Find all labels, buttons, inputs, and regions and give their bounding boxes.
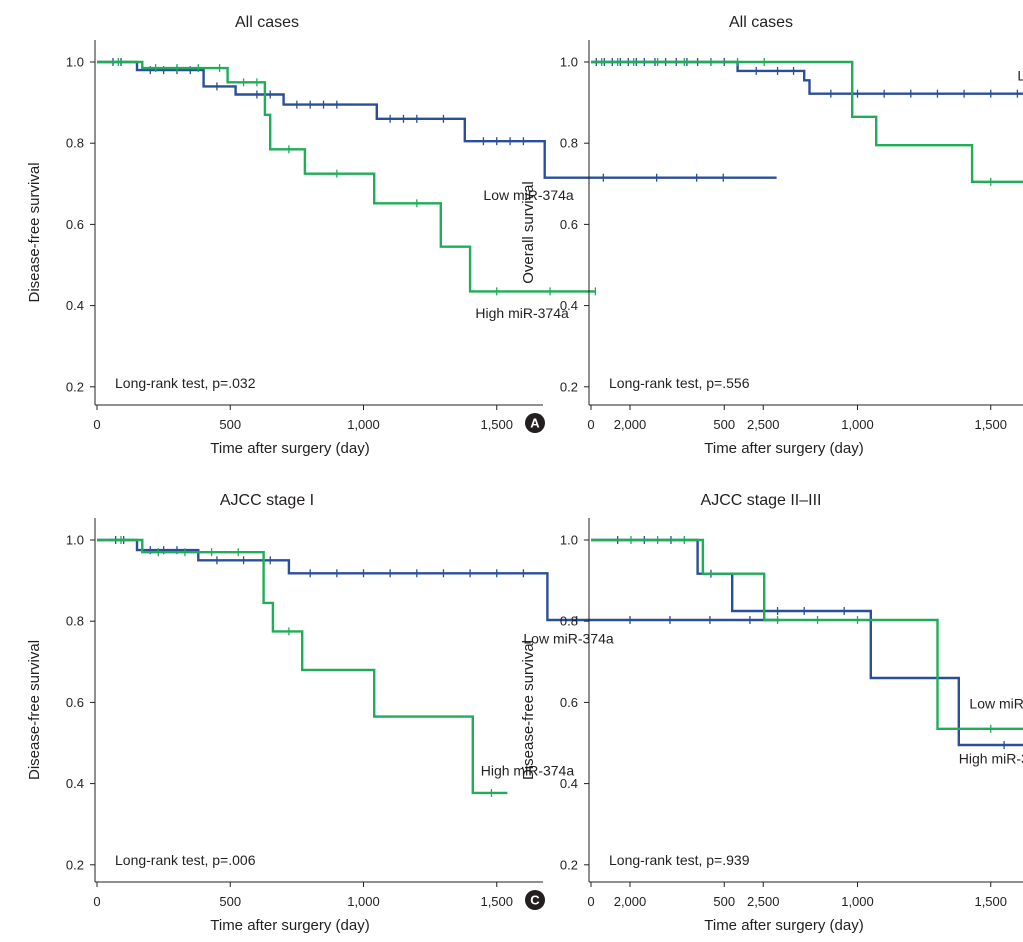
panel-b: All cases 0.2 0.4 0.6 0.8 1.0 0 500 1,000 1,500 2,…: [520, 14, 1023, 457]
x-tick-label: 0: [93, 417, 100, 432]
x-axis-title: Time after surgery (day): [210, 440, 370, 457]
y-tick-label: 0.4: [66, 776, 84, 791]
y-tick-label: 0.6: [66, 217, 84, 232]
x-tick-label: 0: [587, 894, 594, 909]
y-axis-title: Disease-free survival: [26, 162, 43, 302]
y-tick-label: 0.2: [66, 379, 84, 394]
x-axis-title: Time after surgery (day): [704, 440, 864, 457]
chart-title: AJCC stage II–III: [701, 492, 822, 509]
curve-label-high: High miR-374a: [959, 750, 1023, 766]
panel-badge: [525, 413, 545, 433]
panel-a: All cases 0.2 0.4 0.6 0.8 1.0 0 500 1,000 1,500 2,…: [26, 14, 780, 457]
logrank-annotation: Long-rank test, p=.556: [609, 375, 750, 391]
y-tick-label: 0.8: [66, 614, 84, 629]
x-tick-label: 1,500: [480, 894, 513, 909]
logrank-annotation: Long-rank test, p=.032: [115, 375, 256, 391]
chart-title: All cases: [235, 14, 299, 31]
y-tick-label: 1.0: [66, 533, 84, 548]
y-tick-label: 1.0: [560, 55, 578, 70]
x-tick-label: 1,500: [480, 417, 513, 432]
x-tick-label: 1,000: [841, 894, 874, 909]
curve-label-low: Low miR-374a: [969, 695, 1023, 711]
x-tick-label: 0: [587, 417, 594, 432]
x-tick-label: 500: [219, 894, 241, 909]
logrank-annotation: Long-rank test, p=.006: [115, 852, 256, 868]
x-tick-label: 2,500: [747, 894, 780, 909]
curve-label-low: Low miR-374a: [523, 631, 613, 647]
x-tick-label: 1,500: [974, 417, 1007, 432]
x-tick-label: 500: [713, 894, 735, 909]
y-tick-label: 0.6: [560, 217, 578, 232]
km-curve-low: [591, 60, 1023, 95]
km-curve-high: [591, 60, 1023, 184]
x-axis-title: Time after surgery (day): [210, 917, 370, 934]
curve-label-high: High miR-374a: [475, 305, 569, 321]
x-axis-title: Time after surgery (day): [704, 917, 864, 934]
y-axis-title: Overall survival: [520, 181, 537, 284]
y-tick-label: 0.8: [66, 136, 84, 151]
chart-title: AJCC stage I: [220, 492, 314, 509]
y-tick-label: 0.4: [560, 298, 578, 313]
y-tick-label: 0.2: [560, 379, 578, 394]
x-tick-label: 0: [93, 894, 100, 909]
y-tick-label: 0.2: [66, 857, 84, 872]
y-axis-title: Disease-free survival: [520, 640, 537, 780]
x-tick-label: 2,000: [614, 417, 647, 432]
x-tick-label: 2,500: [747, 417, 780, 432]
y-tick-label: 0.2: [560, 857, 578, 872]
x-tick-label: 500: [713, 417, 735, 432]
panel-badge-label: C: [530, 893, 540, 908]
km-curve-high: [591, 538, 1023, 730]
logrank-annotation: Long-rank test, p=.939: [609, 852, 750, 868]
chart-title: All cases: [729, 14, 793, 31]
y-tick-label: 0.8: [560, 136, 578, 151]
panel-badge-label: A: [530, 416, 540, 431]
x-tick-label: 2,000: [614, 894, 647, 909]
x-tick-label: 500: [219, 417, 241, 432]
panel-badge: [525, 890, 545, 910]
km-curve-low: [591, 538, 1023, 747]
km-curve-low: [97, 60, 777, 179]
x-tick-label: 1,500: [974, 894, 1007, 909]
y-axis-title: Disease-free survival: [26, 640, 43, 780]
y-tick-label: 0.8: [560, 614, 578, 629]
x-tick-label: 1,000: [347, 894, 380, 909]
y-tick-label: 0.4: [66, 298, 84, 313]
curve-label-low: Low miR-374a: [1017, 67, 1023, 83]
y-tick-label: 0.6: [66, 695, 84, 710]
x-tick-label: 1,000: [841, 417, 874, 432]
curve-label-low: Low miR-374a: [483, 187, 573, 203]
km-curve-high: [97, 60, 596, 293]
panel-d: AJCC stage II–III 0.2 0.4 0.6 0.8 1.0 0 500 1,00…: [520, 492, 1023, 934]
y-tick-label: 0.4: [560, 776, 578, 791]
y-tick-label: 0.6: [560, 695, 578, 710]
km-curve-high: [97, 538, 508, 795]
curve-label-high: High miR-374a: [481, 762, 575, 778]
y-tick-label: 1.0: [66, 55, 84, 70]
x-tick-label: 1,000: [347, 417, 380, 432]
y-tick-label: 1.0: [560, 533, 578, 548]
panel-c: AJCC stage I 0.2 0.4 0.6 0.8 1.0 0 500 1,000 1,50…: [26, 492, 780, 934]
